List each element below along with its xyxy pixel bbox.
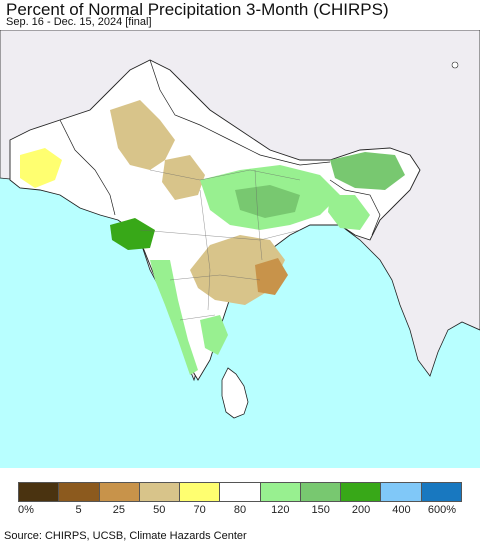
dry-area-west xyxy=(20,148,62,188)
wet-area-south xyxy=(200,315,228,355)
legend-label: 120 xyxy=(271,504,290,516)
wet-area-bangladesh xyxy=(328,195,370,230)
dry-area-east xyxy=(255,258,288,295)
legend: 0% 5 25 50 70 80 120 150 200 400 600% xyxy=(0,468,480,526)
legend-label: 400 xyxy=(392,504,411,516)
legend-swatch xyxy=(139,483,181,501)
legend-swatch xyxy=(421,483,461,501)
wet-area-gangetic-core xyxy=(235,185,300,218)
legend-label: 200 xyxy=(351,504,371,516)
legend-label: 25 xyxy=(112,504,126,516)
legend-label: 150 xyxy=(311,504,330,516)
map-canvas xyxy=(0,30,480,468)
map-subtitle: Sep. 16 - Dec. 15, 2024 [final] xyxy=(6,16,152,28)
legend-swatch xyxy=(300,483,342,501)
wet-area-west-coast xyxy=(150,260,198,375)
legend-swatch xyxy=(260,483,301,501)
wet-area-gujarat xyxy=(110,218,155,250)
legend-label: 5 xyxy=(75,504,82,516)
legend-swatch xyxy=(59,483,100,501)
legend-swatch xyxy=(180,483,221,501)
dry-area-north xyxy=(162,155,205,200)
dry-area-northwest xyxy=(110,100,175,170)
legend-label: 600% xyxy=(427,504,457,516)
source-credit: Source: CHIRPS, UCSB, Climate Hazards Ce… xyxy=(4,530,247,542)
legend-labels: 0% 5 25 50 70 80 120 150 200 400 600% xyxy=(0,504,480,518)
country-borders xyxy=(59,59,381,236)
wet-area-northeast xyxy=(330,152,405,190)
sri-lanka xyxy=(221,367,249,419)
precipitation-map xyxy=(0,30,480,468)
legend-color-bar xyxy=(18,482,462,502)
legend-swatch xyxy=(341,483,382,501)
legend-swatch xyxy=(220,483,261,501)
state-borders xyxy=(139,169,301,321)
legend-label: 0% xyxy=(18,504,34,516)
island xyxy=(451,61,459,69)
legend-swatch xyxy=(381,483,422,501)
map-title: Percent of Normal Precipitation 3-Month … xyxy=(6,0,389,19)
legend-swatch xyxy=(19,483,60,501)
legend-label: 50 xyxy=(153,504,166,516)
legend-swatch xyxy=(99,483,140,501)
legend-label: 70 xyxy=(193,504,206,516)
legend-label: 80 xyxy=(233,504,247,516)
